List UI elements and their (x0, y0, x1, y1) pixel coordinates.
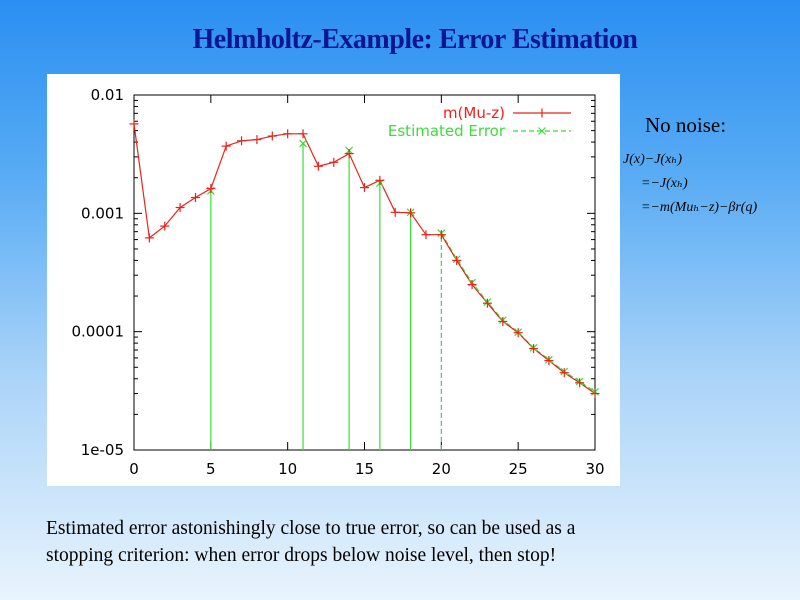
true-error-point (452, 255, 462, 265)
true-error-point (144, 233, 154, 243)
legend-label-true-error: m(Mu-z) (443, 104, 505, 122)
plot-series (129, 119, 600, 399)
true-error-point (544, 356, 554, 366)
formula-line-3: =−m(Muₕ−z)−βr(q) (641, 200, 758, 215)
x-tick-label: 25 (509, 460, 528, 478)
true-error-line (133, 123, 596, 395)
true-error-point (590, 389, 600, 399)
true-error-point (344, 149, 354, 159)
true-error-point (283, 129, 293, 139)
estimated-error-point (299, 139, 307, 148)
chart-legend: m(Mu-z)Estimated Error (388, 104, 571, 140)
x-marker-stroke (299, 139, 307, 148)
true-error-point (559, 368, 569, 378)
y-tick-label: 0.001 (81, 204, 124, 222)
no-noise-heading: No noise: (645, 113, 727, 137)
x-tick-label: 0 (129, 460, 139, 478)
true-error-point (190, 193, 200, 203)
x-tick-label: 15 (355, 460, 374, 478)
true-error-point (390, 207, 400, 217)
true-error-point (529, 344, 539, 354)
true-error-point (129, 119, 139, 129)
true-error-point (498, 316, 508, 326)
slide-title: Helmholtz-Example: Error Estimation (192, 24, 638, 55)
true-error-point (252, 135, 262, 145)
legend-marker-estimated-error (538, 127, 546, 135)
true-error-point (406, 208, 416, 218)
true-error-point (160, 221, 170, 231)
x-tick-label: 20 (432, 460, 451, 478)
formula-line-2: =−J(xₕ) (641, 176, 688, 191)
conclusion-text: Estimated error astonishingly close to t… (46, 518, 576, 566)
true-error-point (467, 280, 477, 290)
y-tick-label: 1e-05 (81, 441, 124, 459)
true-error-point (329, 157, 339, 167)
plot-axes: 0 5 10 15 20 25 30 0.01 0.001 0.0001 1e-05 (72, 86, 605, 478)
plot-panel: 0 5 10 15 20 25 30 0.01 0.001 0.0001 1e-05 m(Mu-z)… (47, 74, 620, 486)
true-error-point (221, 141, 231, 151)
true-error-point (421, 230, 431, 240)
error-formula: J(x)−J(xₕ) =−J(xₕ) =−m(Muₕ−z)−βr(q) (623, 148, 757, 220)
legend-label-estimated-error: Estimated Error (388, 122, 506, 140)
error-chart: 0 5 10 15 20 25 30 0.01 0.001 0.0001 1e-05 m(Mu-z)… (72, 86, 605, 478)
true-error-point (360, 183, 369, 193)
true-error-point (513, 328, 523, 338)
true-error-point (313, 161, 323, 171)
x-tick-label: 10 (278, 460, 297, 478)
true-error-point (436, 230, 446, 240)
estimate-drop-lines (210, 143, 442, 450)
x-tick-label: 5 (206, 460, 216, 478)
true-error-point (482, 298, 492, 308)
true-error-point (267, 131, 277, 141)
true-error-point (175, 203, 185, 213)
true-error-point (206, 184, 216, 194)
true-error-point (375, 175, 385, 185)
y-tick-label: 0.01 (91, 86, 124, 104)
plot-frame (133, 94, 596, 451)
true-error-point (575, 378, 585, 388)
estimated-error-line (440, 232, 596, 393)
x-tick-label: 30 (585, 460, 604, 478)
formula-line-1: J(x)−J(xₕ) (623, 152, 683, 167)
y-tick-label: 0.0001 (72, 323, 125, 341)
true-error-point (237, 136, 247, 146)
true-error-point (298, 129, 308, 139)
